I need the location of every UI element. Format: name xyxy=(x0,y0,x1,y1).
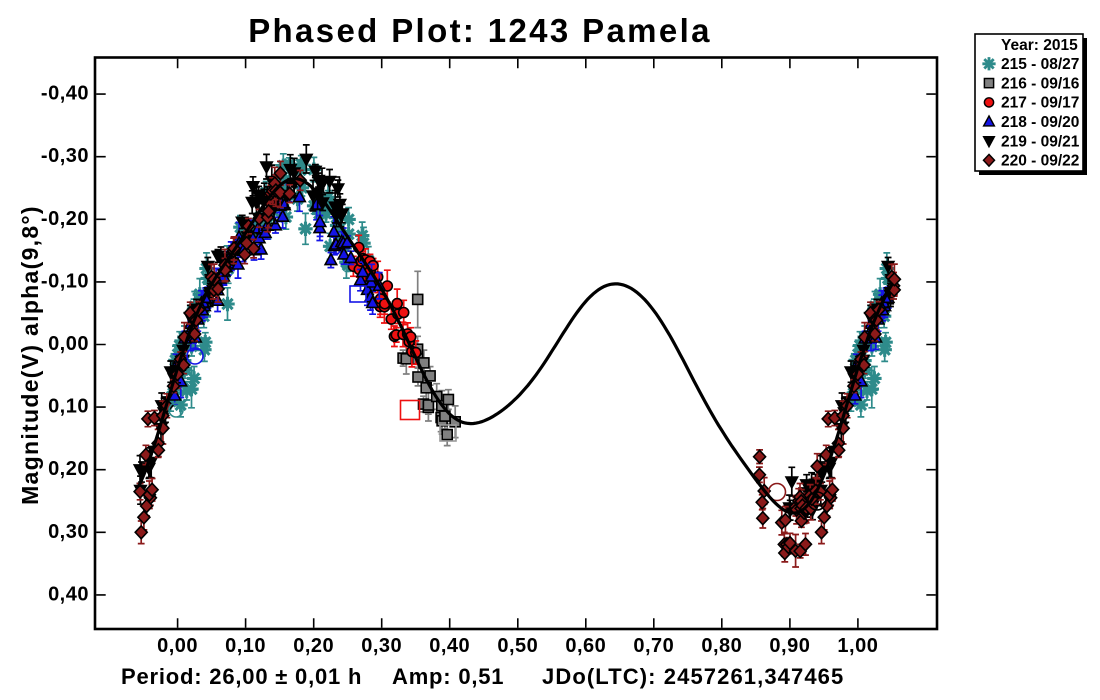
svg-text:JDo(LTC): 2457261,347465: JDo(LTC): 2457261,347465 xyxy=(542,664,844,689)
svg-text:0,50: 0,50 xyxy=(497,635,538,657)
svg-text:Year: 2015: Year: 2015 xyxy=(1001,37,1078,54)
svg-text:0,70: 0,70 xyxy=(633,635,674,657)
svg-text:220 - 09/22: 220 - 09/22 xyxy=(1001,153,1079,170)
svg-text:0,30: 0,30 xyxy=(361,635,402,657)
svg-text:-0,40: -0,40 xyxy=(41,83,89,105)
svg-text:-0,10: -0,10 xyxy=(41,270,89,292)
svg-text:0,40: 0,40 xyxy=(429,635,470,657)
svg-text:217 - 09/17: 217 - 09/17 xyxy=(1001,95,1079,112)
svg-text:0,30: 0,30 xyxy=(48,521,89,543)
svg-text:0,20: 0,20 xyxy=(293,635,334,657)
svg-text:Period: 26,00 ± 0,01 h: Period: 26,00 ± 0,01 h xyxy=(121,664,362,689)
svg-text:0,00: 0,00 xyxy=(157,635,198,657)
svg-text:-0,30: -0,30 xyxy=(41,145,89,167)
svg-text:219 - 09/21: 219 - 09/21 xyxy=(1001,133,1080,150)
svg-text:0,90: 0,90 xyxy=(769,635,810,657)
svg-text:Phased Plot: 1243 Pamela: Phased Plot: 1243 Pamela xyxy=(248,12,712,49)
svg-text:216 - 09/16: 216 - 09/16 xyxy=(1001,75,1080,92)
svg-text:218 - 09/20: 218 - 09/20 xyxy=(1001,114,1079,131)
svg-text:0,00: 0,00 xyxy=(48,333,89,355)
svg-text:215 - 08/27: 215 - 08/27 xyxy=(1001,56,1079,73)
svg-text:0,80: 0,80 xyxy=(701,635,742,657)
svg-text:0,10: 0,10 xyxy=(48,396,89,418)
svg-text:-0,20: -0,20 xyxy=(41,208,89,230)
svg-text:Amp: 0,51: Amp: 0,51 xyxy=(392,664,504,689)
svg-text:Magnitude(V) alpha(9,8°): Magnitude(V) alpha(9,8°) xyxy=(17,205,43,505)
svg-text:0,60: 0,60 xyxy=(565,635,606,657)
svg-text:0,20: 0,20 xyxy=(48,458,89,480)
svg-text:0,10: 0,10 xyxy=(225,635,266,657)
svg-text:0,40: 0,40 xyxy=(48,583,89,605)
svg-text:1,00: 1,00 xyxy=(837,635,878,657)
